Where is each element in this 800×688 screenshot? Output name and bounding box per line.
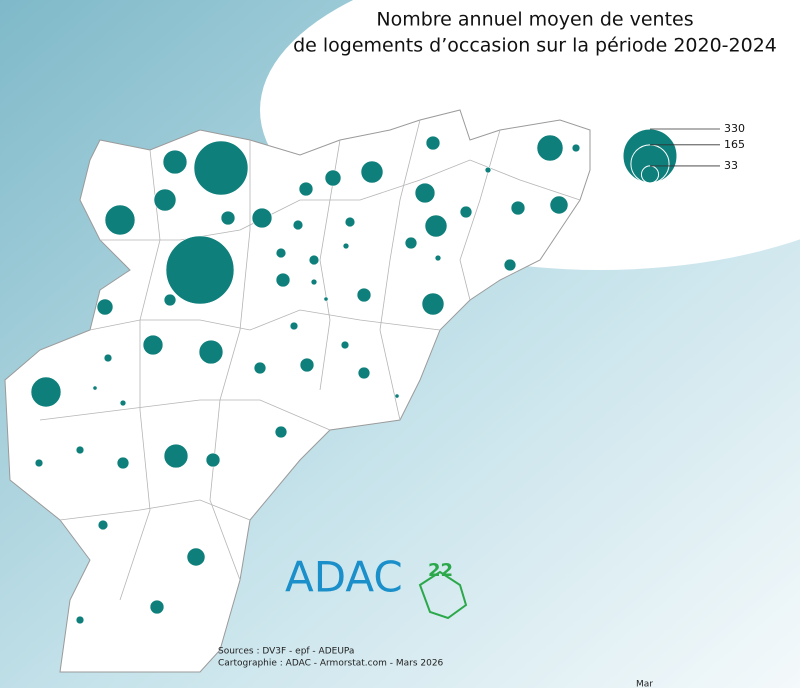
commune-circle: [356, 287, 372, 303]
footer: Mar: [636, 680, 653, 688]
commune-circle: [149, 599, 165, 615]
commune-circle: [75, 615, 85, 625]
legend-label: 165: [724, 138, 745, 151]
commune-circle: [323, 296, 329, 302]
commune-circle: [34, 458, 44, 468]
commune-circle: [104, 204, 136, 236]
commune-circle: [414, 182, 436, 204]
commune-circle: [421, 292, 445, 316]
commune-circle: [459, 205, 473, 219]
commune-circle: [75, 445, 85, 455]
commune-circle: [186, 547, 206, 567]
commune-circle: [142, 334, 164, 356]
commune-circle: [253, 361, 267, 375]
commune-circle: [549, 195, 569, 215]
commune-circle: [103, 353, 113, 363]
commune-circle: [404, 236, 418, 250]
commune-circle: [324, 169, 342, 187]
commune-circle: [220, 210, 236, 226]
commune-circle: [571, 143, 581, 153]
commune-circle: [308, 254, 320, 266]
commune-circle: [165, 235, 235, 305]
commune-circle: [424, 214, 448, 238]
commune-circle: [205, 452, 221, 468]
commune-circle: [310, 278, 318, 286]
title-line: Nombre annuel moyen de ventes: [376, 9, 693, 31]
commune-circle: [96, 298, 114, 316]
commune-circle: [394, 393, 400, 399]
department: [4, 109, 591, 673]
logo-shape: [418, 570, 468, 620]
commune-borders: [39, 119, 581, 601]
commune-circle: [484, 166, 492, 174]
sources: Sources : DV3F - epf - ADEUPa: [218, 647, 354, 657]
commune-circle: [357, 366, 371, 380]
logo-name: ADAC: [285, 553, 403, 602]
commune-circle: [274, 425, 288, 439]
commune-circle: [292, 219, 304, 231]
legend-label: 33: [724, 159, 738, 172]
commune-circle: [275, 272, 291, 288]
legend-label: 330: [724, 122, 745, 135]
commune-circle: [275, 247, 287, 259]
commune-circle: [298, 181, 314, 197]
legend-circle: [622, 128, 678, 184]
commune-circle: [116, 456, 130, 470]
commune-circle: [434, 254, 442, 262]
commune-circle: [193, 140, 249, 196]
commune-circle: [153, 188, 177, 212]
title-line: de logements d’occasion sur la période 2…: [293, 35, 777, 57]
commune-circle: [340, 340, 350, 350]
commune-circle: [198, 339, 224, 365]
commune-circle: [163, 293, 177, 307]
commune-circle: [536, 134, 564, 162]
commune-circle: [92, 385, 98, 391]
commune-circle: [510, 200, 526, 216]
commune-circle: [119, 399, 127, 407]
commune-circle: [251, 207, 273, 229]
commune-circle: [344, 216, 356, 228]
commune-circle: [425, 135, 441, 151]
commune-circle: [30, 376, 62, 408]
commune-circle: [289, 321, 299, 331]
commune-circle: [162, 149, 188, 175]
commune-circle: [360, 160, 384, 184]
commune-circle: [503, 258, 517, 272]
cartography: Cartographie : ADAC - Armorstat.com - Ma…: [218, 659, 444, 669]
commune-circle: [299, 357, 315, 373]
commune-circle: [97, 519, 109, 531]
commune-circle: [342, 242, 350, 250]
commune-circle: [163, 443, 189, 469]
